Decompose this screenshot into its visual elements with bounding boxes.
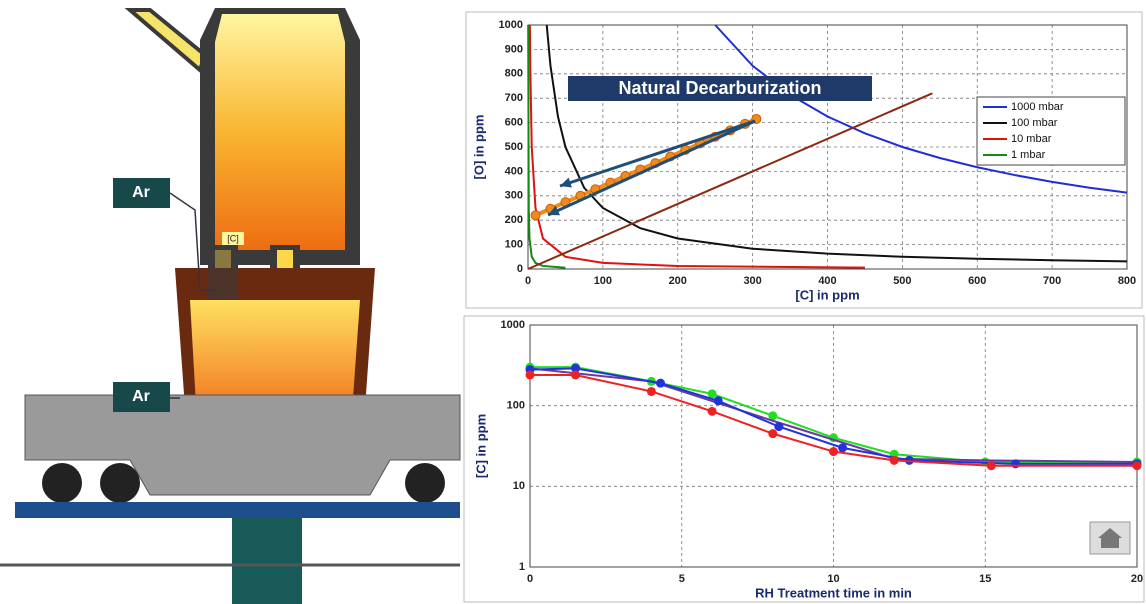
point: [768, 411, 778, 421]
wheel: [405, 463, 445, 503]
ar-label: Ar: [132, 184, 150, 201]
point: [889, 455, 899, 465]
rail-beam: [15, 502, 460, 518]
wheel: [42, 463, 82, 503]
point: [713, 396, 723, 406]
plot-border: [529, 324, 1138, 568]
point: [571, 370, 581, 380]
legend-label: 10 mbar: [1011, 133, 1052, 145]
ar-box: [113, 178, 170, 208]
x-axis-label: RH Treatment time in min: [755, 585, 912, 600]
arrow-head: [548, 205, 560, 216]
c-box: [222, 232, 244, 245]
ladle-car: [24, 394, 461, 496]
series-line: [534, 117, 758, 218]
wheel: [100, 463, 140, 503]
y-tick-label: 200: [505, 214, 523, 226]
x-tick-label: 600: [968, 275, 986, 287]
snorkel: [208, 245, 238, 300]
y-tick-label: 600: [505, 117, 523, 129]
y-axis-label: [C] in ppm: [473, 414, 488, 478]
series-line: [527, 24, 566, 269]
chart-frame: [463, 315, 1145, 603]
point: [986, 461, 996, 471]
arrow-head: [560, 177, 572, 188]
y-tick-label: 1000: [499, 19, 523, 31]
y-tick-label: 300: [505, 190, 523, 202]
y-tick-label: 1000: [501, 319, 525, 331]
x-tick-label: 0: [525, 275, 531, 287]
point: [774, 422, 784, 432]
y-tick-label: 100: [507, 400, 525, 412]
ar-box: [113, 382, 170, 412]
ar-label: Ar: [132, 388, 150, 405]
x-tick-label: 500: [893, 275, 911, 287]
point: [1132, 461, 1142, 471]
c-label: [C]: [227, 233, 239, 243]
point: [1011, 459, 1021, 469]
series-line: [527, 92, 933, 270]
arrow: [559, 119, 756, 188]
y-tick-label: 10: [513, 480, 525, 492]
legend-box: [976, 96, 1126, 166]
y-tick-label: 100: [505, 239, 523, 251]
point: [571, 363, 581, 373]
y-tick-label: 400: [505, 165, 523, 177]
point: [530, 210, 541, 221]
point: [525, 370, 535, 380]
x-tick-label: 400: [818, 275, 836, 287]
y-axis-label: [O] in ppm: [471, 115, 486, 180]
x-tick-label: 0: [527, 573, 533, 585]
x-tick-label: 800: [1118, 275, 1136, 287]
annotation-box: [568, 76, 872, 101]
x-axis-label: [C] in ppm: [795, 287, 859, 302]
y-tick-label: 500: [505, 141, 523, 153]
x-tick-label: 20: [1131, 573, 1143, 585]
home-button[interactable]: [1089, 521, 1131, 555]
x-tick-label: 700: [1043, 275, 1061, 287]
legend-label: 1 mbar: [1011, 149, 1046, 161]
arrow: [547, 119, 756, 217]
point: [656, 378, 666, 388]
point: [707, 389, 717, 399]
x-tick-label: 10: [827, 573, 839, 585]
y-tick-label: 800: [505, 68, 523, 80]
y-tick-label: 700: [505, 92, 523, 104]
legend-label: 1000 mbar: [1011, 101, 1064, 113]
point: [707, 406, 717, 416]
x-tick-label: 15: [979, 573, 991, 585]
y-tick-label: 1: [519, 561, 525, 573]
point: [838, 443, 848, 453]
annotation: Natural Decarburization: [618, 78, 821, 98]
legend-label: 100 mbar: [1011, 117, 1058, 129]
series-line: [545, 24, 1128, 263]
x-tick-label: 100: [594, 275, 612, 287]
point: [829, 447, 838, 457]
series-line: [529, 367, 1138, 464]
vessel-melt: [215, 14, 345, 250]
rh-illustration: Ar Ar [C]: [0, 8, 461, 604]
y-tick-label: 0: [517, 263, 523, 275]
ar-pipe: [169, 192, 215, 291]
alloy-chute: [124, 8, 208, 74]
point: [646, 386, 656, 396]
pillar: [232, 518, 302, 604]
x-tick-label: 5: [679, 573, 685, 585]
point: [768, 429, 778, 439]
y-tick-label: 900: [505, 43, 523, 55]
series-line: [528, 24, 865, 269]
x-tick-label: 300: [743, 275, 761, 287]
x-tick-label: 200: [669, 275, 687, 287]
